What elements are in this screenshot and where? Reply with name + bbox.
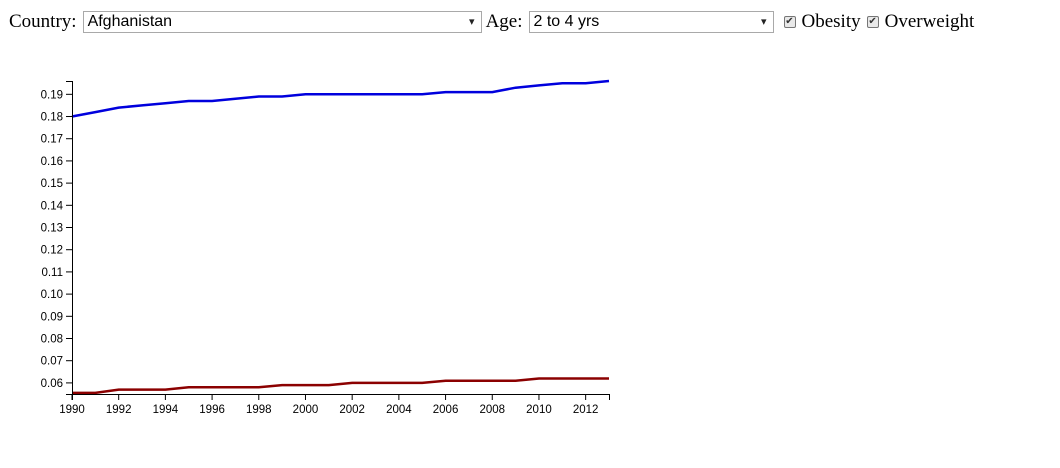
y-tick-label: 0.09 xyxy=(41,311,63,323)
x-tick-label: 1996 xyxy=(199,404,225,416)
country-select-value: Afghanistan xyxy=(87,13,173,30)
y-tick-label: 0.12 xyxy=(41,245,63,257)
x-tick-label: 2008 xyxy=(479,404,505,416)
x-tick-label: 2002 xyxy=(339,404,365,416)
controls-bar: Country: Afghanistan ▾ Age: 2 to 4 yrs ▾… xyxy=(9,9,974,35)
y-tick-label: 0.15 xyxy=(41,178,63,190)
obesity-checkbox[interactable]: ✔ xyxy=(783,16,796,28)
age-select-value: 2 to 4 yrs xyxy=(533,13,600,30)
obesity-toggle[interactable]: ✔ Obesity xyxy=(783,11,861,33)
y-tick-label: 0.13 xyxy=(41,223,63,235)
overweight-toggle[interactable]: ✔ Overweight xyxy=(866,11,975,33)
overweight-checkbox[interactable]: ✔ xyxy=(866,16,879,28)
y-tick-label: 0.14 xyxy=(41,200,64,212)
x-tick-label: 2004 xyxy=(386,404,412,416)
y-tick-label: 0.17 xyxy=(41,134,63,146)
y-axis xyxy=(66,81,73,395)
obesity-label: Obesity xyxy=(801,11,861,32)
x-tick-label: 1994 xyxy=(153,404,179,416)
x-tick-label: 2010 xyxy=(526,404,552,416)
series-line-2 xyxy=(72,377,609,395)
chevron-down-icon: ▾ xyxy=(760,16,767,28)
age-select[interactable]: 2 to 4 yrs ▾ xyxy=(528,11,774,33)
y-tick-label: 0.07 xyxy=(41,356,63,368)
x-tick-label: 1990 xyxy=(59,404,85,416)
y-tick-label: 0.11 xyxy=(41,267,63,279)
y-tick-label: 0.19 xyxy=(41,89,63,101)
y-tick-label: 0.18 xyxy=(41,112,63,124)
age-label: Age: xyxy=(485,11,523,32)
y-tick-label: 0.16 xyxy=(41,156,63,168)
x-tick-label: 1998 xyxy=(246,404,272,416)
x-tick-label: 2000 xyxy=(293,404,319,416)
y-tick-label: 0.10 xyxy=(41,289,63,301)
overweight-label: Overweight xyxy=(884,11,975,32)
x-axis xyxy=(72,394,610,400)
y-tick-label: 0.08 xyxy=(41,334,63,346)
country-select[interactable]: Afghanistan ▾ xyxy=(82,11,482,33)
country-label: Country: xyxy=(9,11,77,32)
x-tick-label: 2012 xyxy=(573,404,599,416)
series-line-1 xyxy=(71,79,610,118)
x-tick-label: 2006 xyxy=(433,404,459,416)
y-tick-label: 0.06 xyxy=(41,378,63,390)
x-tick-label: 1992 xyxy=(106,404,132,416)
chevron-down-icon: ▾ xyxy=(469,16,475,28)
